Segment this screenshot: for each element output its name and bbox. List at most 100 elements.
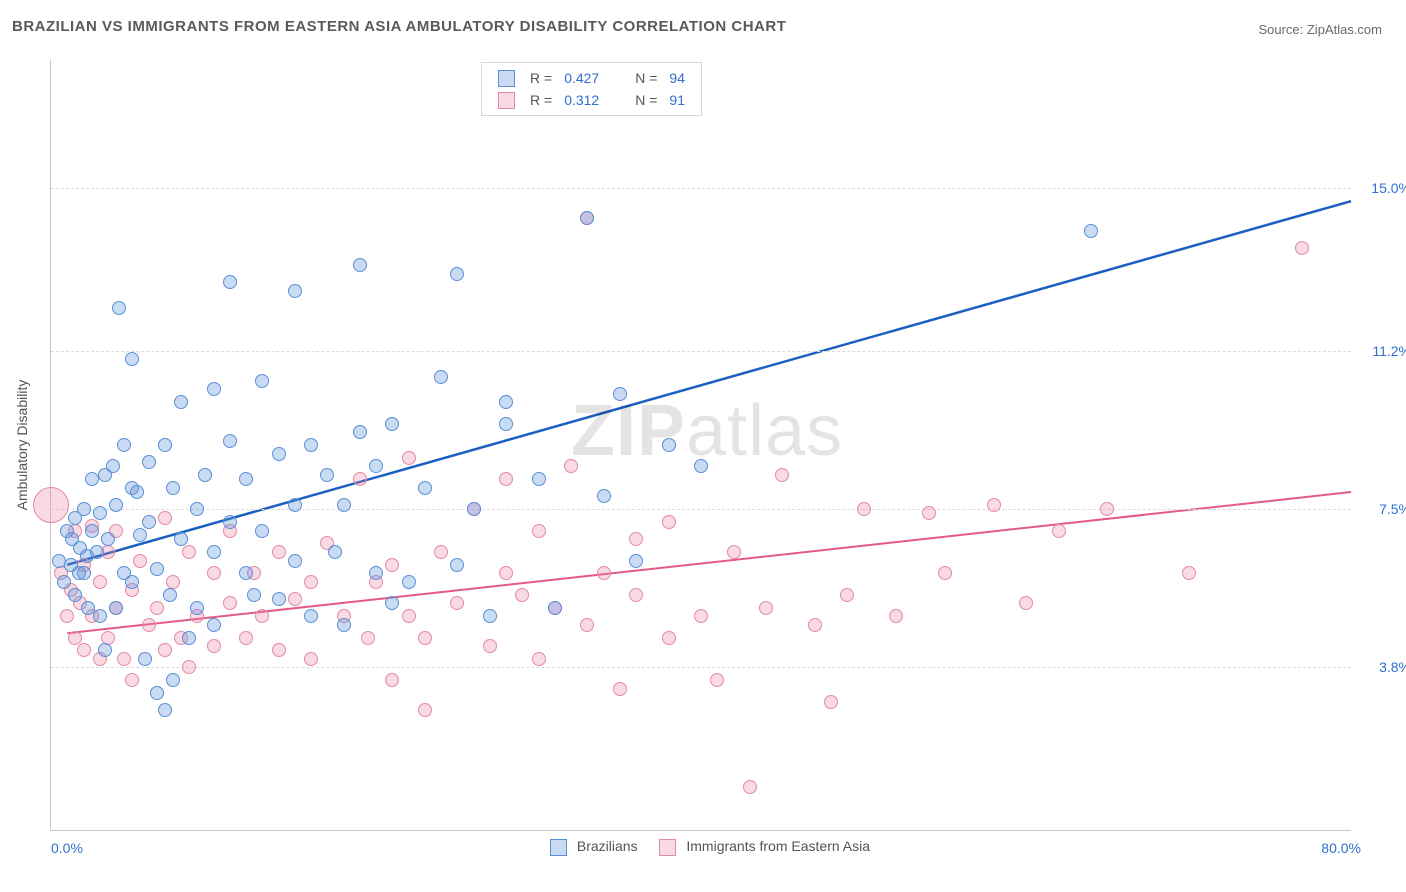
blue-point — [304, 609, 318, 623]
gridline — [51, 188, 1351, 189]
pink-point — [255, 609, 269, 623]
pink-point — [158, 511, 172, 525]
gridline — [51, 667, 1351, 668]
r-label: R = — [524, 67, 558, 89]
blue-point — [247, 588, 261, 602]
y-tick-label: 3.8% — [1356, 659, 1406, 675]
pink-point — [272, 643, 286, 657]
swatch-blue — [550, 839, 567, 856]
source-prefix: Source: — [1258, 22, 1306, 37]
blue-point — [68, 588, 82, 602]
blue-point — [101, 532, 115, 546]
pink-point — [662, 515, 676, 529]
blue-point — [207, 618, 221, 632]
pink-point — [1182, 566, 1196, 580]
swatch-pink — [659, 839, 676, 856]
watermark: ZIPatlas — [571, 390, 843, 472]
pink-point — [272, 545, 286, 559]
pink-point — [182, 660, 196, 674]
blue-point — [98, 643, 112, 657]
pink-point — [580, 618, 594, 632]
blue-point — [174, 532, 188, 546]
pink-point — [361, 631, 375, 645]
blue-point — [450, 267, 464, 281]
blue-point — [304, 438, 318, 452]
pink-point — [60, 609, 74, 623]
n-value-blue: 94 — [663, 67, 691, 89]
blue-point — [98, 468, 112, 482]
pink-point — [629, 532, 643, 546]
series-legend: Brazilians Immigrants from Eastern Asia — [532, 838, 870, 856]
blue-point — [255, 374, 269, 388]
blue-point — [85, 472, 99, 486]
blue-point — [223, 275, 237, 289]
pink-point — [207, 639, 221, 653]
y-tick-label: 11.2% — [1356, 343, 1406, 359]
pink-point — [125, 673, 139, 687]
blue-point — [353, 258, 367, 272]
pink-point — [385, 558, 399, 572]
r-label: R = — [524, 89, 558, 111]
blue-point — [138, 652, 152, 666]
pink-point — [889, 609, 903, 623]
blue-point — [166, 673, 180, 687]
r-value-pink: 0.312 — [558, 89, 605, 111]
pink-point — [418, 703, 432, 717]
n-label: N = — [629, 67, 663, 89]
pink-point — [77, 643, 91, 657]
legend-row-pink: R = 0.312 N = 91 — [492, 89, 691, 111]
pink-point — [564, 459, 578, 473]
blue-point — [272, 592, 286, 606]
pink-point — [694, 609, 708, 623]
blue-point — [190, 502, 204, 516]
pink-point — [629, 588, 643, 602]
blue-point — [450, 558, 464, 572]
pink-point — [1052, 524, 1066, 538]
r-value-blue: 0.427 — [558, 67, 605, 89]
pink-point — [150, 601, 164, 615]
blue-point — [112, 301, 126, 315]
blue-point — [223, 434, 237, 448]
pink-point — [483, 639, 497, 653]
blue-point — [109, 601, 123, 615]
pink-point — [182, 545, 196, 559]
blue-point — [90, 545, 104, 559]
blue-point — [434, 370, 448, 384]
pink-point — [93, 575, 107, 589]
source-name: ZipAtlas.com — [1307, 22, 1382, 37]
pink-point — [532, 652, 546, 666]
blue-point — [548, 601, 562, 615]
pink-point — [1295, 241, 1309, 255]
pink-point — [532, 524, 546, 538]
blue-point — [613, 387, 627, 401]
pink-point — [434, 545, 448, 559]
blue-point — [142, 515, 156, 529]
blue-point — [85, 524, 99, 538]
pink-point — [759, 601, 773, 615]
pink-point — [353, 472, 367, 486]
pink-point — [1019, 596, 1033, 610]
pink-point — [207, 566, 221, 580]
pink-point — [450, 596, 464, 610]
blue-point — [93, 609, 107, 623]
blue-point — [93, 506, 107, 520]
blue-point — [694, 459, 708, 473]
gridline — [51, 351, 1351, 352]
blue-point — [117, 438, 131, 452]
pink-point — [727, 545, 741, 559]
blue-point — [580, 211, 594, 225]
pink-point — [33, 487, 69, 523]
pink-point — [613, 682, 627, 696]
correlation-legend: R = 0.427 N = 94 R = 0.312 N = 91 — [481, 62, 702, 116]
blue-point — [629, 554, 643, 568]
blue-point — [125, 352, 139, 366]
blue-point — [402, 575, 416, 589]
blue-point — [255, 524, 269, 538]
pink-point — [824, 695, 838, 709]
blue-point — [385, 417, 399, 431]
x-tick-max: 80.0% — [1321, 840, 1361, 856]
blue-point — [662, 438, 676, 452]
blue-point — [337, 618, 351, 632]
blue-point — [597, 489, 611, 503]
scatter-plot-area: ZIPatlas R = 0.427 N = 94 R = 0.312 N = … — [50, 60, 1351, 831]
